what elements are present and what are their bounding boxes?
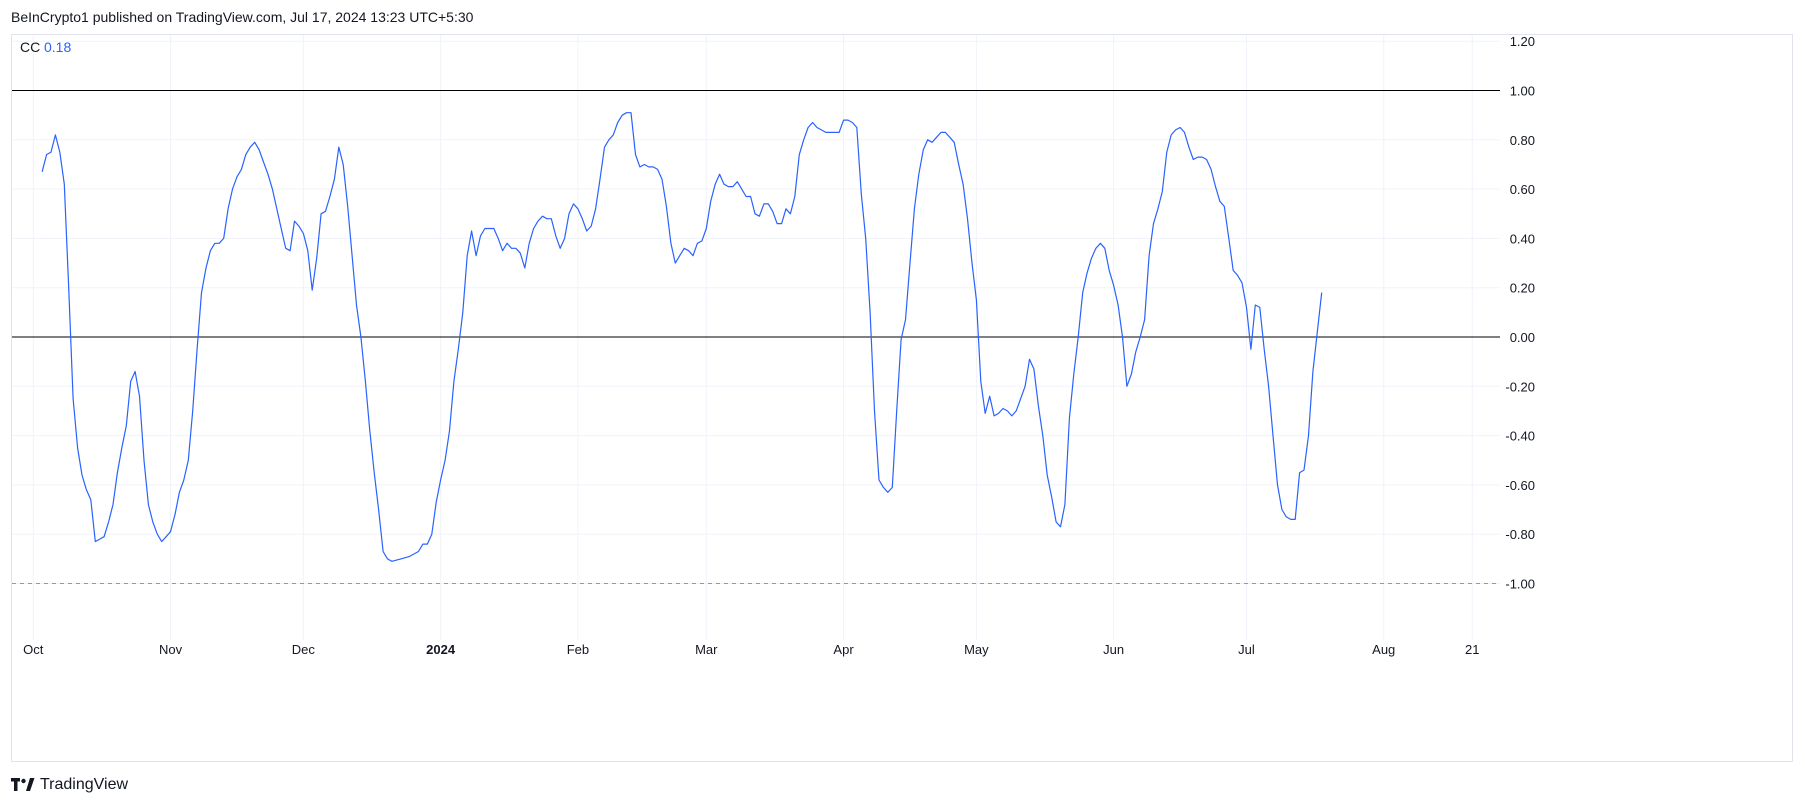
x-tick-label: 2024 bbox=[426, 642, 456, 657]
x-tick-label: Apr bbox=[833, 642, 854, 657]
y-tick-label: -1.00 bbox=[1505, 577, 1535, 592]
tradingview-logo-icon bbox=[11, 778, 35, 791]
x-tick-label: Nov bbox=[159, 642, 183, 657]
y-tick-label: 0.00 bbox=[1510, 330, 1535, 345]
x-tick-label: Feb bbox=[567, 642, 589, 657]
footer: TradingView bbox=[11, 776, 128, 794]
y-tick-label: 1.20 bbox=[1510, 35, 1535, 49]
y-tick-label: 0.60 bbox=[1510, 182, 1535, 197]
y-tick-label: 1.00 bbox=[1510, 84, 1535, 99]
y-tick-label: -0.40 bbox=[1505, 429, 1535, 444]
reference-lines bbox=[12, 90, 1500, 584]
x-axis[interactable]: Oct Nov Dec 2024 Feb Mar Apr May Jun Jul Aug 21 bbox=[23, 642, 1479, 657]
y-axis[interactable]: 1.20 1.00 0.80 0.60 0.40 0.20 0.00 -0.20 -0.40 -0… bbox=[1505, 35, 1535, 592]
y-tick-label: -0.80 bbox=[1505, 527, 1535, 542]
chart-svg[interactable]: 1.20 1.00 0.80 0.60 0.40 0.20 0.00 -0.20 -0.40 -0… bbox=[12, 35, 1794, 763]
series-layer bbox=[41, 112, 1323, 562]
footer-brand: TradingView bbox=[40, 776, 129, 793]
indicator-value: 0.18 bbox=[44, 39, 71, 55]
y-tick-label: 0.80 bbox=[1510, 133, 1535, 148]
x-tick-label: Aug bbox=[1372, 642, 1395, 657]
y-tick-label: -0.60 bbox=[1505, 478, 1535, 493]
x-tick-label: Jul bbox=[1238, 642, 1255, 657]
y-tick-label: -0.20 bbox=[1505, 379, 1535, 394]
publisher-header: BeInCrypto1 published on TradingView.com… bbox=[11, 9, 474, 25]
indicator-legend[interactable]: CC 0.18 bbox=[20, 39, 71, 55]
y-tick-label: 0.40 bbox=[1510, 231, 1535, 246]
series-line-cc bbox=[41, 112, 1323, 562]
y-tick-label: 0.20 bbox=[1510, 281, 1535, 296]
x-tick-label: Jun bbox=[1103, 642, 1124, 657]
x-tick-label: 21 bbox=[1465, 642, 1479, 657]
x-tick-label: Oct bbox=[23, 642, 44, 657]
x-tick-label: Dec bbox=[292, 642, 316, 657]
x-tick-label: May bbox=[964, 642, 989, 657]
indicator-name: CC bbox=[20, 39, 40, 55]
chart-panel[interactable]: 1.20 1.00 0.80 0.60 0.40 0.20 0.00 -0.20 -0.40 -0… bbox=[11, 34, 1793, 762]
x-tick-label: Mar bbox=[695, 642, 718, 657]
